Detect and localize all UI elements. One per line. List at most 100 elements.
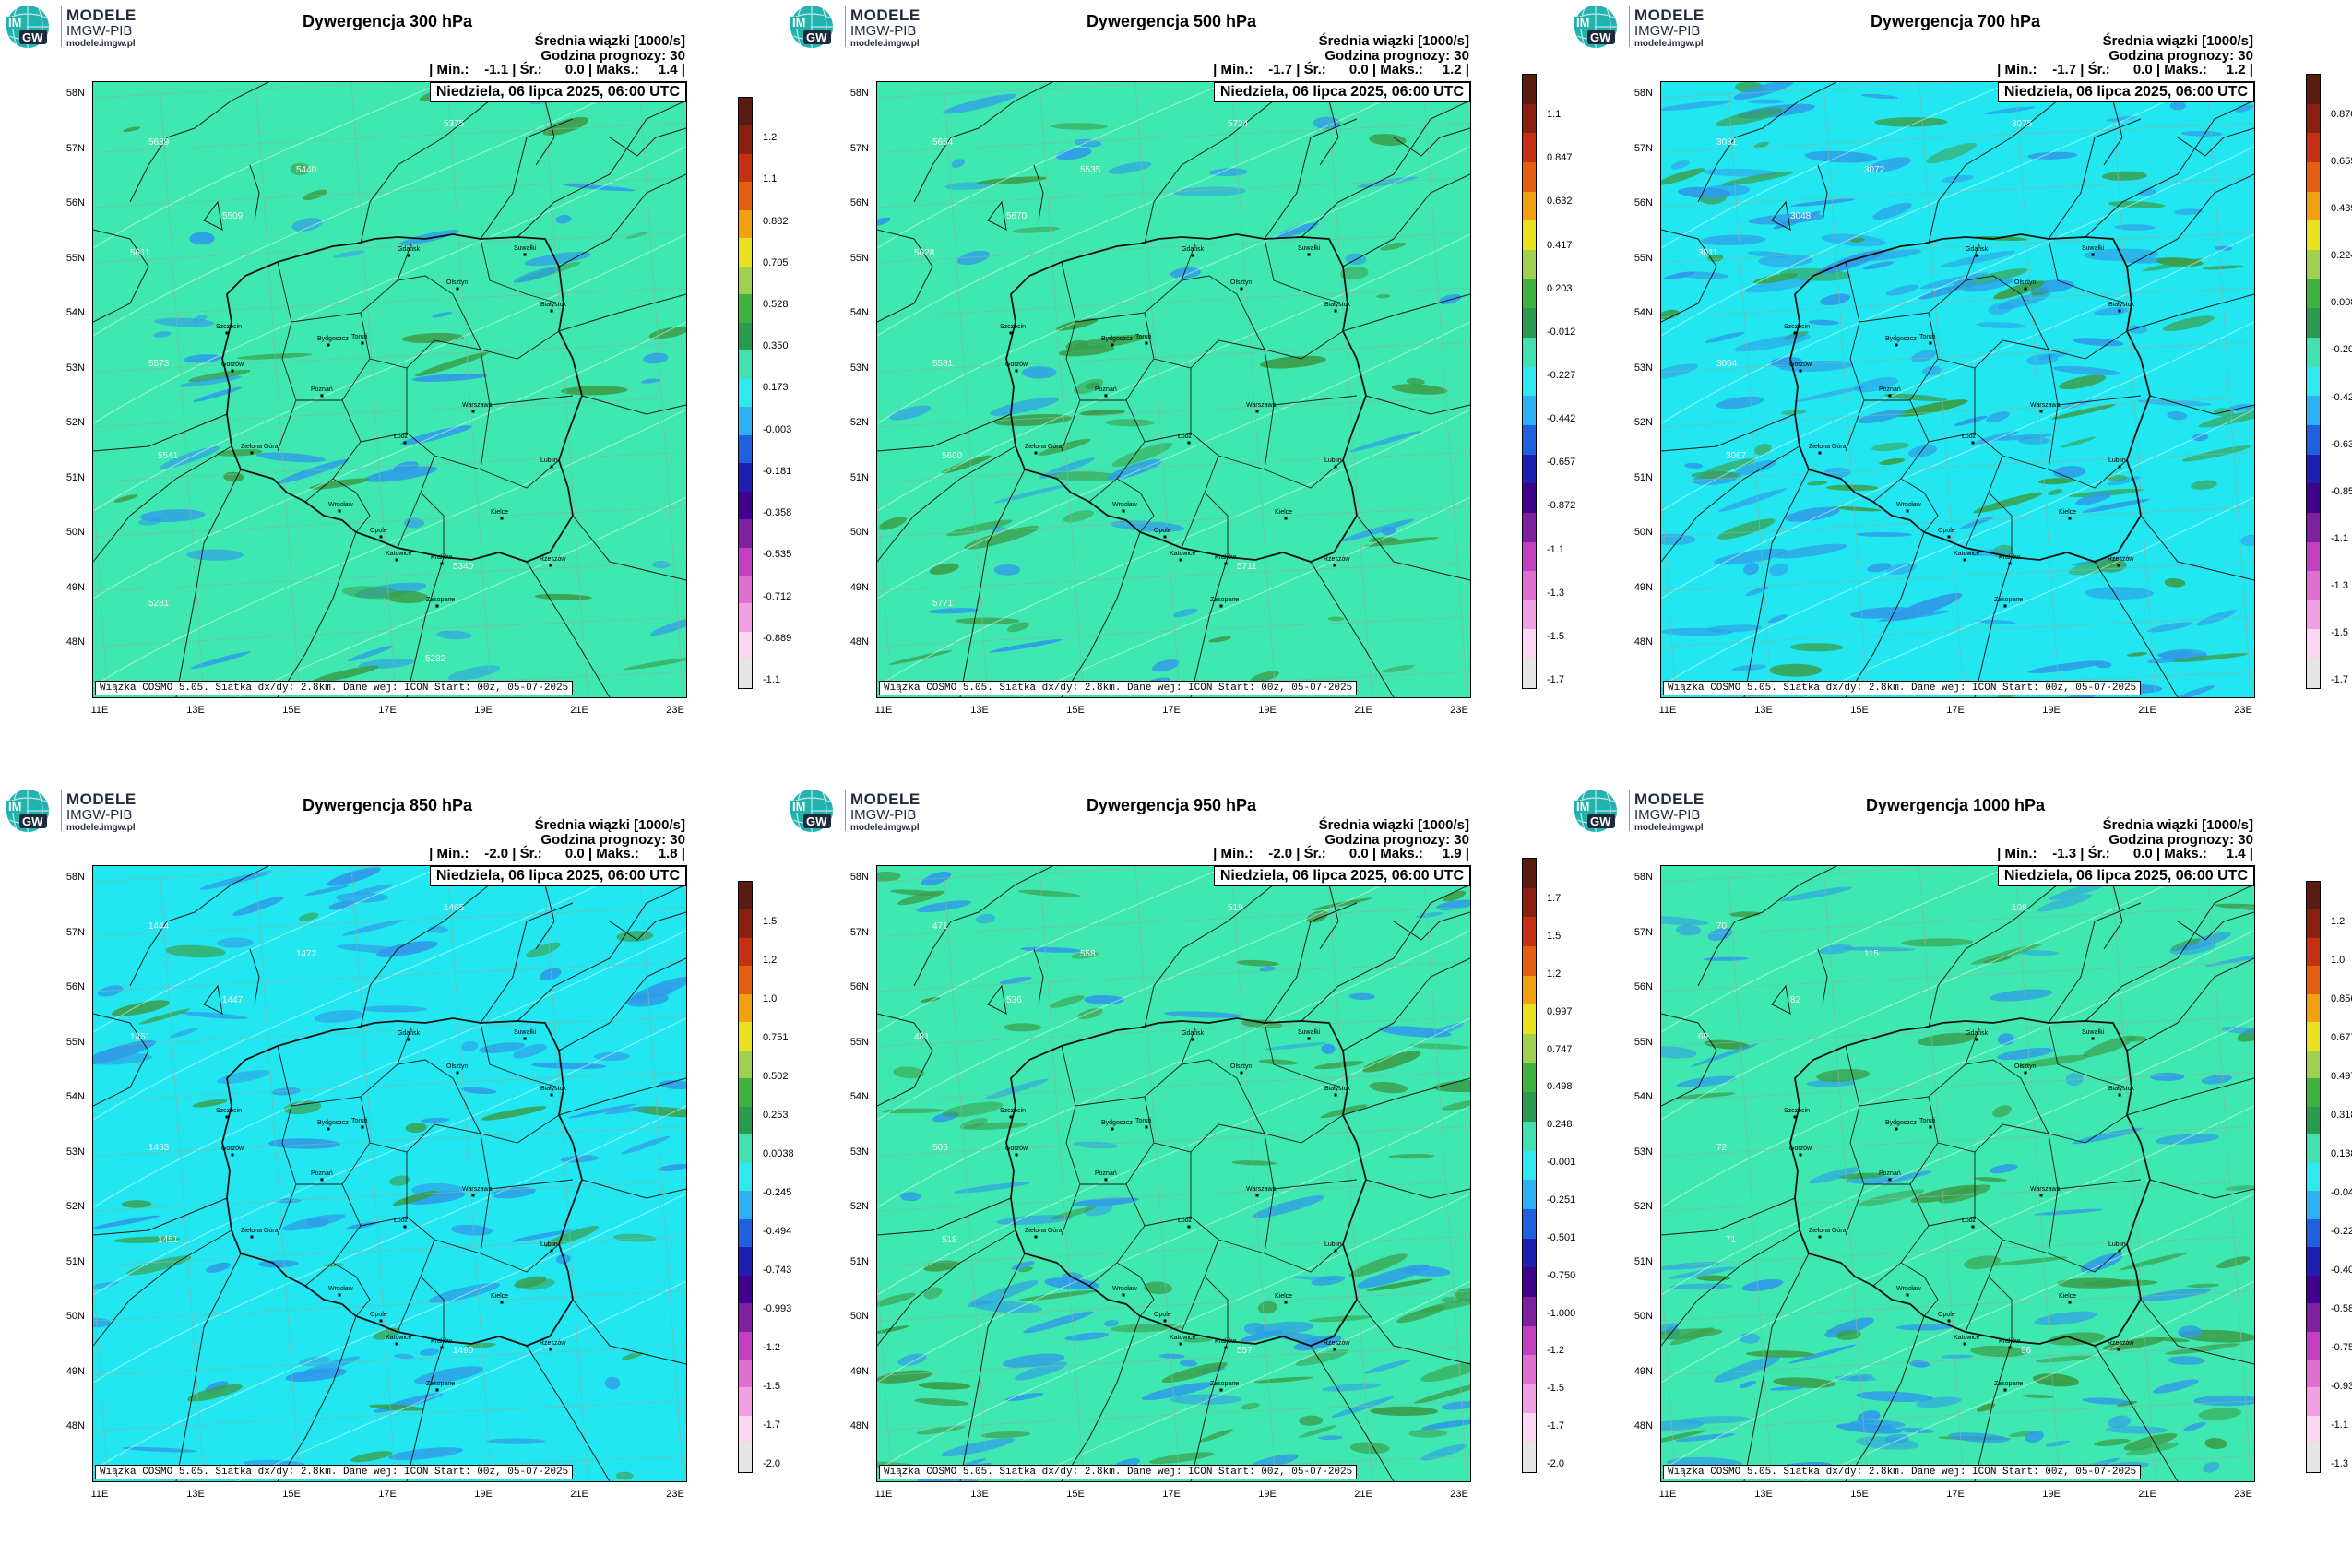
latitude-label: 58N (65, 872, 85, 883)
city-label: Toruń (1135, 334, 1152, 340)
city-label: Wrocław (1896, 502, 1921, 508)
colorbar-tick: -1.000 (1547, 1307, 1576, 1319)
latitude-label: 55N (65, 1036, 85, 1048)
longitude-label: 19E (474, 1489, 493, 1500)
latitude-label: 57N (1633, 142, 1653, 154)
city-label: Wrocław (1112, 502, 1137, 508)
contour-label: 70 (1716, 921, 1728, 932)
city-label: Kraków (431, 554, 453, 561)
colorbar-tick: -0.422 (2331, 391, 2352, 403)
svg-text:GW: GW (22, 30, 43, 44)
avg-value: 0.0 (2132, 62, 2153, 77)
latitude-label: 56N (65, 197, 85, 208)
city-label: Bydgoszcz (1885, 1120, 1917, 1126)
colorbar-tick: -0.251 (1547, 1194, 1576, 1206)
svg-text:IM: IM (792, 800, 805, 814)
city-label: Lublin (1324, 457, 1342, 464)
latitude-label: 50N (849, 527, 869, 538)
logo-url: modele.imgw.pl (850, 823, 920, 833)
longitude-label: 19E (2042, 705, 2061, 716)
latitude-label: 57N (1633, 926, 1653, 938)
city-label: Suwałki (2082, 1029, 2105, 1036)
contour-label: 557 (1237, 1346, 1253, 1356)
longitude-label: 13E (970, 1489, 989, 1500)
svg-text:GW: GW (806, 30, 827, 44)
city-label: Poznań (1095, 1170, 1117, 1177)
map-panel: IM GW MODELE IMGW-PIB modele.imgw.pl Dyw… (784, 784, 1575, 1568)
city-label: Suwałki (2082, 245, 2105, 252)
subtitle-ensemble: Średnia wiązki [1000/s] (1318, 33, 1469, 49)
contour-label: 1447 (222, 995, 244, 1005)
max-value: 1.9 (1442, 846, 1462, 861)
max-value: 1.2 (2226, 62, 2246, 77)
latitude-label: 49N (65, 1365, 85, 1377)
city-label: Olsztyn (1230, 1063, 1253, 1070)
colorbar-tick: 1.7 (1547, 893, 1562, 904)
latitude-label: 49N (849, 581, 869, 593)
map-panel: IM GW MODELE IMGW-PIB modele.imgw.pl Dyw… (0, 0, 791, 784)
city-label: Opole (370, 1312, 387, 1318)
colorbar-tick: -0.993 (763, 1303, 792, 1314)
logo-url: modele.imgw.pl (1634, 39, 1704, 49)
latitude-label: 49N (1633, 1365, 1653, 1377)
contour-label: 96 (2021, 1346, 2032, 1356)
stats-line: | Min.: -2.0 | Śr.: 0.0 | Maks.: 1.9 | (1213, 846, 1469, 861)
latitude-label: 52N (849, 417, 869, 428)
colorbar-tick: 0.318 (2331, 1110, 2352, 1121)
colorbar-tick: -1.5 (2331, 626, 2348, 638)
colorbar-tick: 0.203 (1547, 282, 1573, 294)
subtitle-forecast-hour: Godzina prognozy: 30 (1324, 832, 1469, 848)
colorbar-tick: 0.747 (1547, 1043, 1573, 1055)
model-footer: Wiązka COSMO 5.05. Siatka dx/dy: 2.8km. … (95, 681, 574, 695)
city-label: Warszawa (462, 1186, 493, 1193)
city-label: Łódź (394, 1218, 409, 1224)
contour-label: 5600 (942, 451, 963, 461)
city-label: Gorzów (1789, 362, 1812, 368)
colorbar-tick: -0.358 (763, 507, 792, 519)
poland-border (1789, 233, 2151, 563)
subtitle-ensemble: Średnia wiązki [1000/s] (1318, 817, 1469, 833)
city-label: Gorzów (1005, 362, 1028, 368)
avg-label: Śr.: (1303, 846, 1326, 861)
latitude-label: 53N (849, 362, 869, 374)
city-label: Kielce (1275, 1293, 1293, 1300)
latitude-label: 54N (849, 1091, 869, 1102)
city-label: Warszawa (1246, 402, 1277, 409)
map-panel: IM GW MODELE IMGW-PIB modele.imgw.pl Dyw… (0, 784, 794, 1568)
latitude-label: 56N (849, 981, 869, 992)
valid-date: Niedziela, 06 lipca 2025, 06:00 UTC (1997, 82, 2254, 102)
contour-label: 3075 (2012, 119, 2033, 129)
longitude-label: 15E (1850, 705, 1869, 716)
latitude-label: 55N (849, 252, 869, 264)
longitude-label: 21E (1354, 1489, 1372, 1500)
map-panel: IM GW MODELE IMGW-PIB modele.imgw.pl Dyw… (784, 0, 1575, 784)
longitude-label: 17E (378, 1489, 397, 1500)
contour-label: 3072 (1864, 165, 1885, 175)
logo-globe-icon: IM GW (790, 6, 833, 48)
colorbar (738, 881, 753, 1473)
latitude-label: 53N (1633, 362, 1653, 374)
colorbar (1522, 858, 1537, 1473)
colorbar-tick: -0.889 (763, 632, 792, 644)
colorbar-tick: 0.173 (763, 382, 789, 394)
city-label: Poznań (311, 1170, 333, 1177)
contour-label: 3067 (1726, 451, 1747, 461)
contour-label: 5711 (1237, 562, 1257, 572)
svg-text:IM: IM (1576, 16, 1589, 30)
city-label: Olsztyn (446, 1063, 469, 1070)
colorbar-tick: -0.442 (1547, 413, 1576, 425)
city-label: Toruń (1135, 1118, 1152, 1124)
colorbar-tick: -1.2 (1547, 1345, 1564, 1357)
city-label: Poznań (311, 386, 333, 393)
city-label: Opole (1938, 528, 1955, 534)
avg-label: Śr.: (519, 62, 542, 77)
colorbar-tick: -1.7 (2331, 674, 2348, 685)
contour-label: 5375 (444, 119, 465, 129)
contour-label: 5509 (222, 211, 244, 221)
contour-label: 5771 (932, 599, 954, 609)
colorbar-tick: -0.638 (2331, 438, 2352, 450)
contour-label: 3048 (1790, 211, 1812, 221)
city-label: Lublin (540, 457, 558, 464)
city-label: Opole (370, 528, 387, 534)
contour-label: 1451 (158, 1235, 179, 1245)
